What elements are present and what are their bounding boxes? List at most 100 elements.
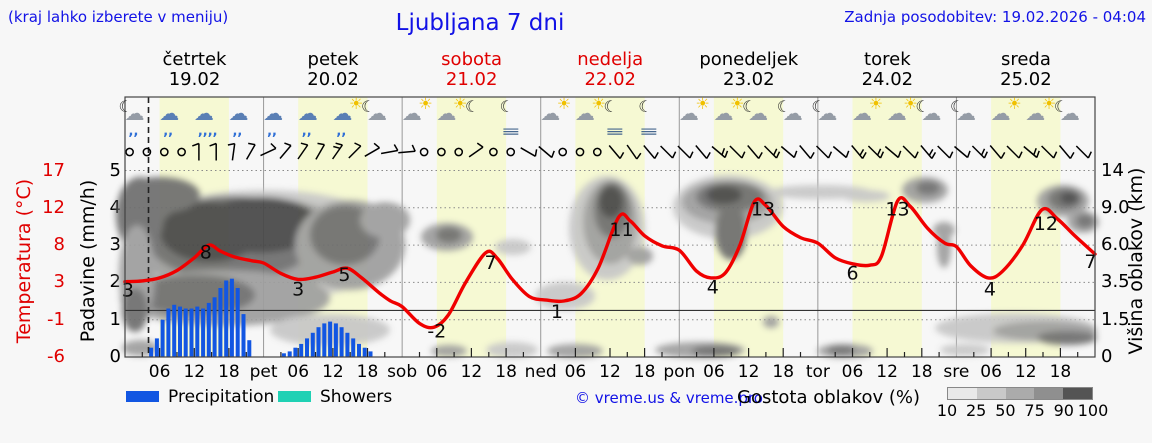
- temperature-value-label: 4: [984, 279, 996, 301]
- cloud-blob: [360, 202, 410, 238]
- precipitation-bar: [351, 338, 356, 357]
- fog-icon: ≡: [639, 124, 660, 140]
- wind-barb-icon: [780, 145, 795, 159]
- precipitation-bar: [362, 347, 367, 357]
- x-tick-label: 18: [495, 362, 517, 382]
- day-header-sreda: sreda 25.02: [956, 50, 1095, 90]
- cloud-rain-icon: ☁,,: [223, 100, 257, 138]
- cloud-density-stop-label: 75: [1024, 401, 1045, 420]
- wind-barb-icon: [364, 147, 380, 157]
- cloud-blob: [692, 345, 740, 357]
- moon-cloud-icon: ☾ ☁: [915, 99, 950, 136]
- wind-calm-icon: [437, 147, 446, 157]
- sun-cloud-icon: ☀ ☁: [882, 96, 918, 136]
- cloud-icon: ☁: [921, 101, 942, 125]
- rain-drops-icon: ,,,,: [197, 124, 218, 139]
- wind-barb-icon: [695, 145, 708, 159]
- wind-barb-feather: [966, 150, 971, 158]
- x-tick-label: 12: [322, 362, 344, 382]
- precipitation-bar: [195, 306, 200, 357]
- wind-barb-icon: [729, 145, 743, 159]
- moon-icon: ☾: [949, 97, 965, 116]
- x-tick-label: sob: [387, 362, 417, 382]
- cloud-blob: [1076, 214, 1094, 228]
- precipitation-bar: [229, 278, 234, 357]
- x-tick-label: 12: [599, 362, 621, 382]
- wind-barb-feather: [192, 142, 200, 147]
- cloud-density-label: Gostota oblakov (%): [737, 387, 921, 408]
- axis-tick: 17: [42, 159, 65, 181]
- cloud-icon: ☁: [159, 101, 180, 125]
- sun-cloud-icon: ☀ ☁: [535, 96, 571, 136]
- wind-barb-icon: [245, 144, 256, 160]
- cloud-blob: [436, 227, 462, 243]
- cloud-icon: ☁: [540, 101, 561, 125]
- axis-tick: 2: [109, 271, 121, 293]
- fog-icon: ≡: [604, 124, 625, 140]
- wind-barb-feather: [619, 152, 625, 159]
- axis-tick: 1: [109, 308, 121, 330]
- cloud-blob: [535, 282, 595, 310]
- wind-barb-feather: [809, 152, 815, 159]
- precipitation-bar: [281, 353, 286, 357]
- wind-barb-icon: [747, 145, 760, 159]
- temperature-value-label: 3: [292, 279, 304, 301]
- wind-calm-icon: [125, 147, 134, 157]
- wind-barb-feather: [300, 142, 308, 146]
- sun-icon: ☀: [868, 94, 884, 113]
- moon-icon: ☾: [603, 97, 618, 116]
- day-date: 22.02: [584, 69, 636, 90]
- precipitation-bar: [328, 321, 333, 357]
- wind-barb-icon: [1058, 145, 1071, 159]
- cloud-blob: [940, 344, 990, 356]
- last-update-text: Zadnja posodobitev: 19.02.2026 - 04:04: [844, 8, 1146, 26]
- x-tick-label: sre: [943, 362, 969, 382]
- showers-legend-label: Showers: [320, 387, 393, 407]
- moon-icon: ☾: [118, 97, 133, 116]
- wind-barb-feather: [897, 150, 902, 158]
- sun-cloud-icon: ☀ ☁: [397, 96, 433, 136]
- temperature-value-label: 7: [1084, 251, 1096, 273]
- precipitation-legend-label: Precipitation: [168, 387, 275, 407]
- day-date: 21.02: [445, 69, 498, 90]
- wind-barb-icon: [971, 145, 985, 159]
- precipitation-legend-swatch: [126, 391, 159, 402]
- cloud-blob: [627, 247, 653, 265]
- x-tick-label: ned: [525, 362, 557, 382]
- copyright-link[interactable]: © vreme.us & vreme.pro: [575, 389, 763, 407]
- x-tick-label: 18: [218, 362, 240, 382]
- menu-hint-text: (kraj lahko izberete v meniju): [8, 8, 229, 26]
- axis-tick: 0: [109, 346, 121, 367]
- moon-fog-icon: ☾ ≡: [603, 97, 639, 140]
- precipitation-bar: [149, 347, 154, 357]
- wind-calm-icon: [159, 147, 169, 157]
- wind-barb-icon: [815, 145, 830, 159]
- day-header-ponedeljek: ponedeljek 23.02: [679, 50, 818, 90]
- cloud-density-scale-segment: [1063, 388, 1092, 399]
- wind-barb-feather: [1036, 150, 1040, 158]
- x-tick-label: pon: [663, 362, 695, 382]
- wind-barb-feather: [209, 142, 217, 147]
- day-header-torek: torek 24.02: [818, 50, 957, 90]
- x-tick-label: tor: [806, 362, 830, 382]
- rain-drops-icon: ,,: [128, 124, 139, 139]
- wind-barb-feather: [721, 148, 726, 156]
- wind-barb-icon: [884, 145, 899, 159]
- wind-barb-icon: [1023, 145, 1038, 159]
- wind-barb-feather: [551, 150, 555, 158]
- wind-barb-icon: [920, 145, 933, 159]
- wind-barb-icon: [937, 145, 951, 159]
- wind-barb-feather: [758, 152, 763, 159]
- x-tick-label: 06: [426, 362, 448, 382]
- cloud-icon: ☁: [297, 101, 318, 125]
- sun-icon: ☀: [591, 94, 606, 113]
- x-tick-label: 18: [634, 362, 656, 382]
- wind-barb-feather: [317, 142, 325, 146]
- x-tick-label: 12: [738, 362, 760, 382]
- temperature-curve: [123, 196, 1097, 330]
- cloud-icon: ☁: [990, 101, 1011, 125]
- precipitation-bar: [235, 288, 240, 357]
- cloud-rain-icon: ☁,,: [293, 100, 327, 138]
- wind-barb-feather: [775, 151, 781, 159]
